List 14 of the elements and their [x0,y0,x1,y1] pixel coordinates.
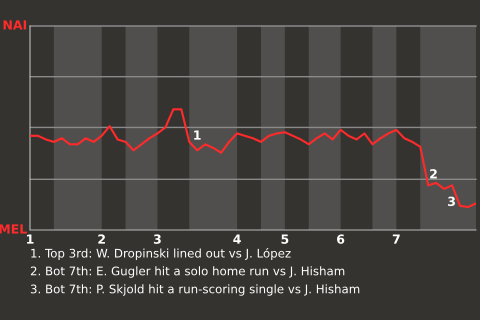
text: 2. Bot 7th: E. Gugler hit a solo home run vs J. Hisham [30,266,344,278]
x-tick-label: 2 [98,234,105,244]
x-tick-label: 7 [392,234,400,244]
annotation: 3 [448,196,455,206]
x-tick-label: 5 [281,234,288,244]
annotation: 1 [194,130,201,140]
text: NAI [4,20,26,30]
annotation: 2 [430,169,437,178]
x-tick-label: 3 [154,234,161,244]
text: 3. Bot 7th: P. Skjold hit a run-scoring single vs J. Hisham [30,284,360,296]
x-tick-label: 6 [337,234,344,244]
x-tick-label: 4 [233,234,241,244]
text: 1. Top 3rd: W. Dropinski lined out vs J. López [31,248,291,260]
x-tick-label: 1 [27,234,34,244]
